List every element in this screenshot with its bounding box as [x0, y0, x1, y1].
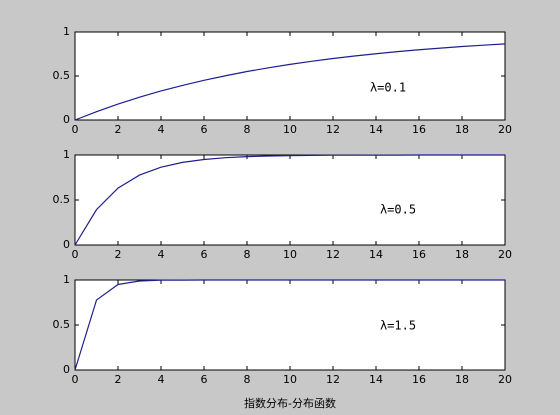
y-tick-label: 0 — [63, 238, 70, 251]
axes-background — [74, 279, 506, 371]
x-tick-label: 14 — [369, 248, 383, 261]
x-tick-label: 14 — [369, 373, 383, 386]
annotation: λ=0.5 — [380, 203, 416, 217]
curve — [74, 43, 506, 121]
x-tick-label: 12 — [326, 248, 340, 261]
y-tick-label: 0.5 — [53, 318, 71, 331]
x-tick-label: 14 — [369, 123, 383, 136]
x-tick-label: 8 — [244, 373, 251, 386]
x-tick-label: 16 — [412, 373, 426, 386]
curve — [74, 154, 505, 246]
curve — [74, 279, 505, 371]
x-tick-label: 6 — [201, 373, 208, 386]
x-tick-label: 6 — [201, 248, 208, 261]
y-tick-label: 1 — [63, 273, 70, 286]
x-axis-label: 指数分布-分布函数 — [244, 396, 336, 410]
x-tick-label: 12 — [326, 123, 340, 136]
x-tick-label: 4 — [158, 248, 165, 261]
x-tick-label: 16 — [412, 248, 426, 261]
axes-background — [74, 31, 506, 121]
x-tick-label: 18 — [455, 123, 469, 136]
y-tick-label: 1 — [63, 25, 70, 38]
x-tick-label: 20 — [498, 123, 512, 136]
x-tick-label: 16 — [412, 123, 426, 136]
y-tick-label: 0 — [63, 363, 70, 376]
annotation: λ=1.5 — [380, 319, 416, 333]
x-tick-label: 18 — [455, 248, 469, 261]
x-tick-label: 8 — [244, 123, 251, 136]
x-tick-label: 12 — [326, 373, 340, 386]
y-tick-label: 1 — [63, 148, 70, 161]
x-tick-label: 4 — [158, 373, 165, 386]
x-tick-label: 2 — [115, 248, 122, 261]
x-tick-label: 0 — [72, 373, 79, 386]
x-tick-label: 0 — [72, 123, 79, 136]
x-tick-label: 20 — [498, 248, 512, 261]
axes-background — [74, 154, 506, 246]
x-tick-label: 2 — [115, 373, 122, 386]
x-tick-label: 8 — [244, 248, 251, 261]
x-tick-label: 4 — [158, 123, 165, 136]
x-tick-label: 10 — [283, 373, 297, 386]
y-tick-label: 0 — [63, 113, 70, 126]
x-tick-label: 20 — [498, 373, 512, 386]
x-tick-label: 10 — [283, 123, 297, 136]
y-tick-label: 0.5 — [53, 69, 71, 82]
x-tick-label: 6 — [201, 123, 208, 136]
x-tick-label: 0 — [72, 248, 79, 261]
x-tick-label: 18 — [455, 373, 469, 386]
y-tick-label: 0.5 — [53, 193, 71, 206]
annotation: λ=0.1 — [370, 81, 406, 95]
x-tick-label: 2 — [115, 123, 122, 136]
x-tick-label: 10 — [283, 248, 297, 261]
